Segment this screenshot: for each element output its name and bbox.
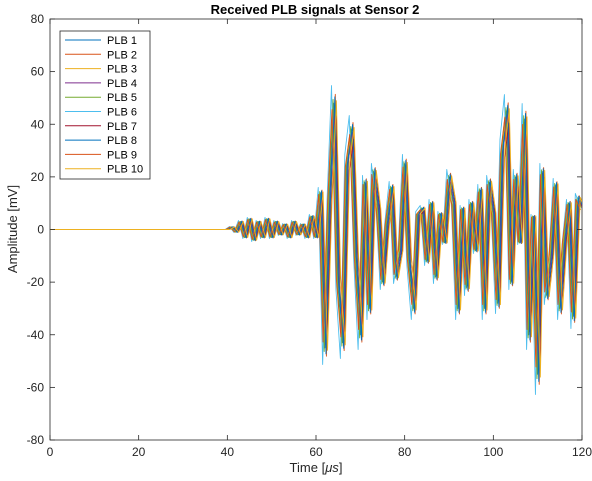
x-tick-label: 0 [47, 445, 54, 459]
legend-label: PLB 8 [107, 135, 137, 147]
y-tick-label: 80 [31, 12, 45, 26]
y-tick-label: -20 [27, 275, 45, 289]
series-group [50, 85, 582, 395]
x-axis-label-end: ] [339, 460, 343, 475]
series-line-1 [50, 102, 582, 375]
y-tick-label: 20 [31, 170, 45, 184]
x-axis-label-unit: μs [324, 460, 339, 475]
legend-label: PLB 4 [107, 78, 137, 90]
legend-label: PLB 7 [107, 121, 137, 133]
y-tick-label: -80 [27, 433, 45, 447]
series-line-10 [50, 100, 582, 378]
legend-label: PLB 1 [107, 35, 137, 47]
series-line-5 [50, 98, 582, 380]
legend-entries: PLB 1 PLB 2 PLB 3 PLB 4 PLB 5 PLB 6 PLB 7 PLB 8… [65, 35, 143, 176]
legend-label: PLB 6 [107, 107, 137, 119]
x-axis-label-main: Time [ [290, 460, 326, 475]
chart-title: Received PLB signals at Sensor 2 [211, 2, 420, 17]
x-tick-label: 40 [221, 445, 235, 459]
y-axis-label: Amplitude [mV] [5, 185, 20, 273]
y-axis-ticks: -80 -60 -40 -20 0 20 40 60 80 [27, 12, 582, 447]
x-tick-label: 100 [483, 445, 503, 459]
y-tick-label: 40 [31, 117, 45, 131]
y-tick-label: -40 [27, 328, 45, 342]
legend-label: PLB 2 [107, 49, 137, 61]
x-tick-label: 120 [572, 445, 592, 459]
series-line-8 [50, 96, 582, 382]
y-tick-label: 60 [31, 65, 45, 79]
legend-label: PLB 9 [107, 149, 137, 161]
x-axis-ticks: 0 20 40 60 80 100 120 [47, 19, 592, 459]
x-tick-label: 20 [132, 445, 146, 459]
x-axis-label: Time [μs] [290, 460, 343, 475]
x-tick-label: 60 [309, 445, 323, 459]
legend-label: PLB 5 [107, 92, 137, 104]
legend: PLB 1 PLB 2 PLB 3 PLB 4 PLB 5 PLB 6 PLB 7 PLB 8… [59, 30, 151, 180]
y-tick-label: 0 [37, 223, 44, 237]
legend-label: PLB 3 [107, 64, 137, 76]
legend-label: PLB 10 [107, 164, 143, 176]
y-tick-label: -60 [27, 380, 45, 394]
x-tick-label: 80 [398, 445, 412, 459]
